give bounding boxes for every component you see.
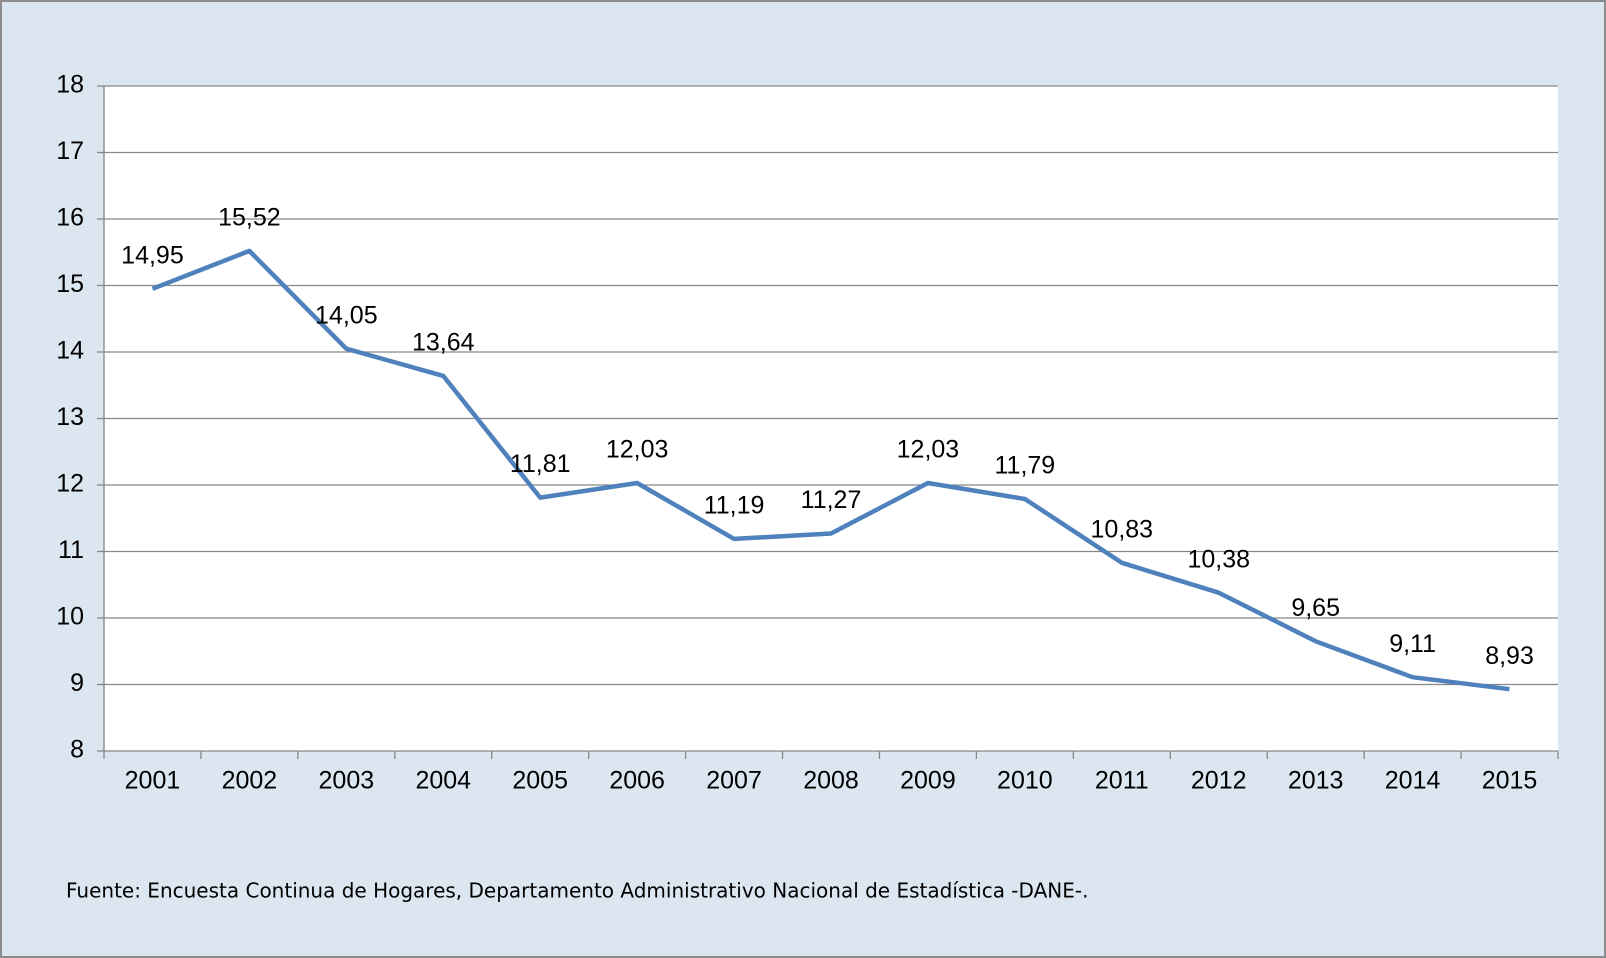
y-tick-label: 13	[56, 403, 84, 431]
x-tick-label: 2014	[1385, 767, 1441, 795]
x-tick-label: 2005	[512, 767, 568, 795]
y-tick-label: 11	[58, 536, 84, 564]
y-tick-label: 8	[70, 736, 84, 764]
y-tick-label: 16	[56, 204, 84, 232]
data-label: 14,95	[121, 241, 184, 269]
y-tick-label: 10	[56, 603, 84, 631]
x-tick-label: 2003	[319, 767, 375, 795]
y-tick-label: 9	[70, 669, 84, 697]
data-label: 11,27	[801, 486, 862, 514]
y-tick-label: 12	[56, 470, 84, 498]
data-label: 9,11	[1389, 630, 1436, 658]
y-tick-label: 15	[56, 270, 84, 298]
x-tick-label: 2007	[706, 767, 762, 795]
data-label: 11,81	[510, 450, 571, 478]
x-tick-label: 2008	[803, 767, 859, 795]
x-tick-label: 2002	[222, 767, 278, 795]
data-label: 9,65	[1291, 594, 1340, 622]
x-tick-label: 2006	[609, 767, 665, 795]
x-tick-label: 2015	[1482, 767, 1538, 795]
data-label: 10,38	[1187, 545, 1250, 573]
x-tick-label: 2013	[1288, 767, 1344, 795]
x-tick-label: 2009	[900, 767, 956, 795]
x-tick-label: 2010	[997, 767, 1053, 795]
data-line	[151, 248, 1510, 692]
y-tick-label: 18	[56, 71, 84, 99]
x-tick-label: 2012	[1191, 767, 1247, 795]
y-tick-label: 17	[56, 137, 84, 165]
x-tick-label: 2011	[1095, 767, 1149, 795]
source-note: Fuente: Encuesta Continua de Hogares, De…	[66, 879, 1088, 903]
data-label: 12,03	[606, 436, 669, 464]
data-label: 12,03	[897, 436, 960, 464]
x-tick-label: 2001	[125, 767, 181, 795]
data-label: 11,79	[995, 452, 1056, 480]
data-label: 14,05	[315, 301, 378, 329]
data-label: 11,19	[704, 491, 765, 519]
data-label: 10,83	[1091, 515, 1154, 543]
data-label: 13,64	[412, 329, 475, 357]
data-label: 8,93	[1485, 642, 1534, 670]
y-tick-label: 14	[56, 337, 84, 365]
data-label: 15,52	[218, 204, 281, 232]
x-tick-label: 2004	[415, 767, 471, 795]
